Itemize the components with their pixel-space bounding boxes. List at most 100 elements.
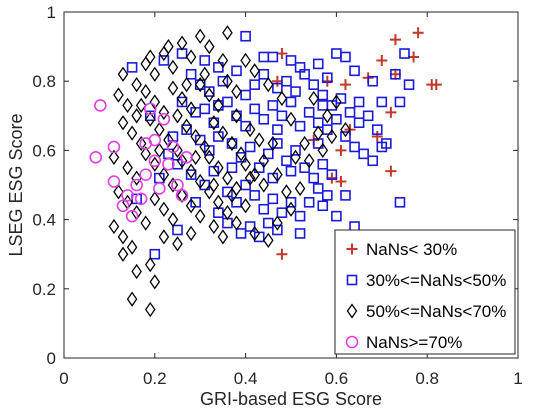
data-point <box>349 141 360 153</box>
data-point <box>271 75 283 87</box>
data-point <box>162 157 175 171</box>
data-points <box>89 25 442 318</box>
data-point <box>117 115 129 131</box>
data-point <box>331 48 342 59</box>
data-point <box>213 160 224 176</box>
data-point <box>240 89 251 101</box>
data-point <box>176 187 188 204</box>
data-point <box>240 198 251 214</box>
data-point <box>163 38 174 55</box>
series-circle <box>89 99 193 223</box>
data-point <box>203 87 215 103</box>
data-point <box>258 113 270 125</box>
data-point <box>240 30 251 42</box>
data-point <box>408 51 420 63</box>
data-point <box>149 191 161 207</box>
data-point <box>303 107 315 118</box>
legend-marker <box>346 243 358 255</box>
data-point <box>281 155 292 167</box>
legend-label: 50%<=NaNs<70% <box>366 302 506 321</box>
x-tick-label: 0.8 <box>415 369 439 388</box>
data-point <box>194 79 206 90</box>
data-point <box>430 79 442 91</box>
data-point <box>317 89 329 101</box>
x-tick-label: 0 <box>59 369 68 388</box>
legend-label: NaNs>=70% <box>366 333 462 352</box>
data-point <box>231 65 242 77</box>
data-point <box>244 141 256 153</box>
data-point <box>249 79 260 90</box>
data-point <box>199 103 211 115</box>
data-point <box>125 209 139 223</box>
data-point <box>226 162 238 173</box>
data-point <box>157 112 171 126</box>
data-point <box>335 144 347 156</box>
data-point <box>231 215 242 231</box>
data-point <box>158 55 170 66</box>
data-point <box>317 142 329 159</box>
data-point <box>281 75 292 87</box>
data-point <box>185 49 197 65</box>
data-point <box>134 192 148 206</box>
data-point <box>308 90 319 107</box>
data-point <box>89 151 103 164</box>
data-point <box>217 229 229 245</box>
data-point <box>317 200 329 212</box>
data-point <box>299 135 310 152</box>
data-point <box>344 107 356 118</box>
data-point <box>389 68 401 80</box>
data-point <box>371 124 383 135</box>
data-point <box>321 75 333 87</box>
y-tick-label: 1 <box>47 3 56 22</box>
data-point <box>208 117 220 129</box>
data-point <box>340 51 351 63</box>
data-point <box>322 72 333 84</box>
data-point <box>412 27 424 39</box>
data-point <box>371 131 383 143</box>
data-point <box>340 131 351 142</box>
data-point <box>144 110 156 122</box>
data-point <box>199 139 211 155</box>
data-point <box>285 197 297 208</box>
data-point <box>131 263 142 280</box>
data-point <box>294 228 306 239</box>
data-point <box>126 62 138 73</box>
data-point <box>285 165 297 177</box>
data-point <box>258 51 270 63</box>
data-point <box>176 35 188 51</box>
data-point <box>181 118 192 134</box>
data-point <box>163 132 174 148</box>
data-point <box>276 248 288 260</box>
data-point <box>176 153 188 169</box>
x-tick-label: 1 <box>513 369 522 388</box>
data-point <box>131 108 142 124</box>
data-point <box>172 236 183 252</box>
data-point <box>158 104 170 120</box>
data-point <box>194 77 206 93</box>
data-point <box>171 178 184 192</box>
data-point <box>312 183 324 194</box>
data-point <box>367 75 379 87</box>
data-point <box>335 176 347 188</box>
data-point <box>376 141 388 153</box>
data-point <box>217 75 229 87</box>
data-point <box>185 225 197 242</box>
data-point <box>258 68 270 80</box>
series-plus <box>271 27 442 260</box>
data-point <box>117 229 129 245</box>
data-point <box>312 125 324 141</box>
data-point <box>166 140 180 154</box>
data-point <box>149 94 161 110</box>
data-point <box>353 96 365 108</box>
data-point <box>158 45 170 62</box>
data-point <box>135 135 147 152</box>
data-point <box>308 79 320 90</box>
data-point <box>290 149 301 165</box>
data-point <box>231 108 242 124</box>
data-point <box>172 108 183 124</box>
legend-label: 30%<=NaNs<50% <box>366 271 506 290</box>
data-point <box>144 301 156 318</box>
legend-marker <box>346 303 358 319</box>
data-point <box>190 149 201 165</box>
data-point <box>403 79 415 90</box>
